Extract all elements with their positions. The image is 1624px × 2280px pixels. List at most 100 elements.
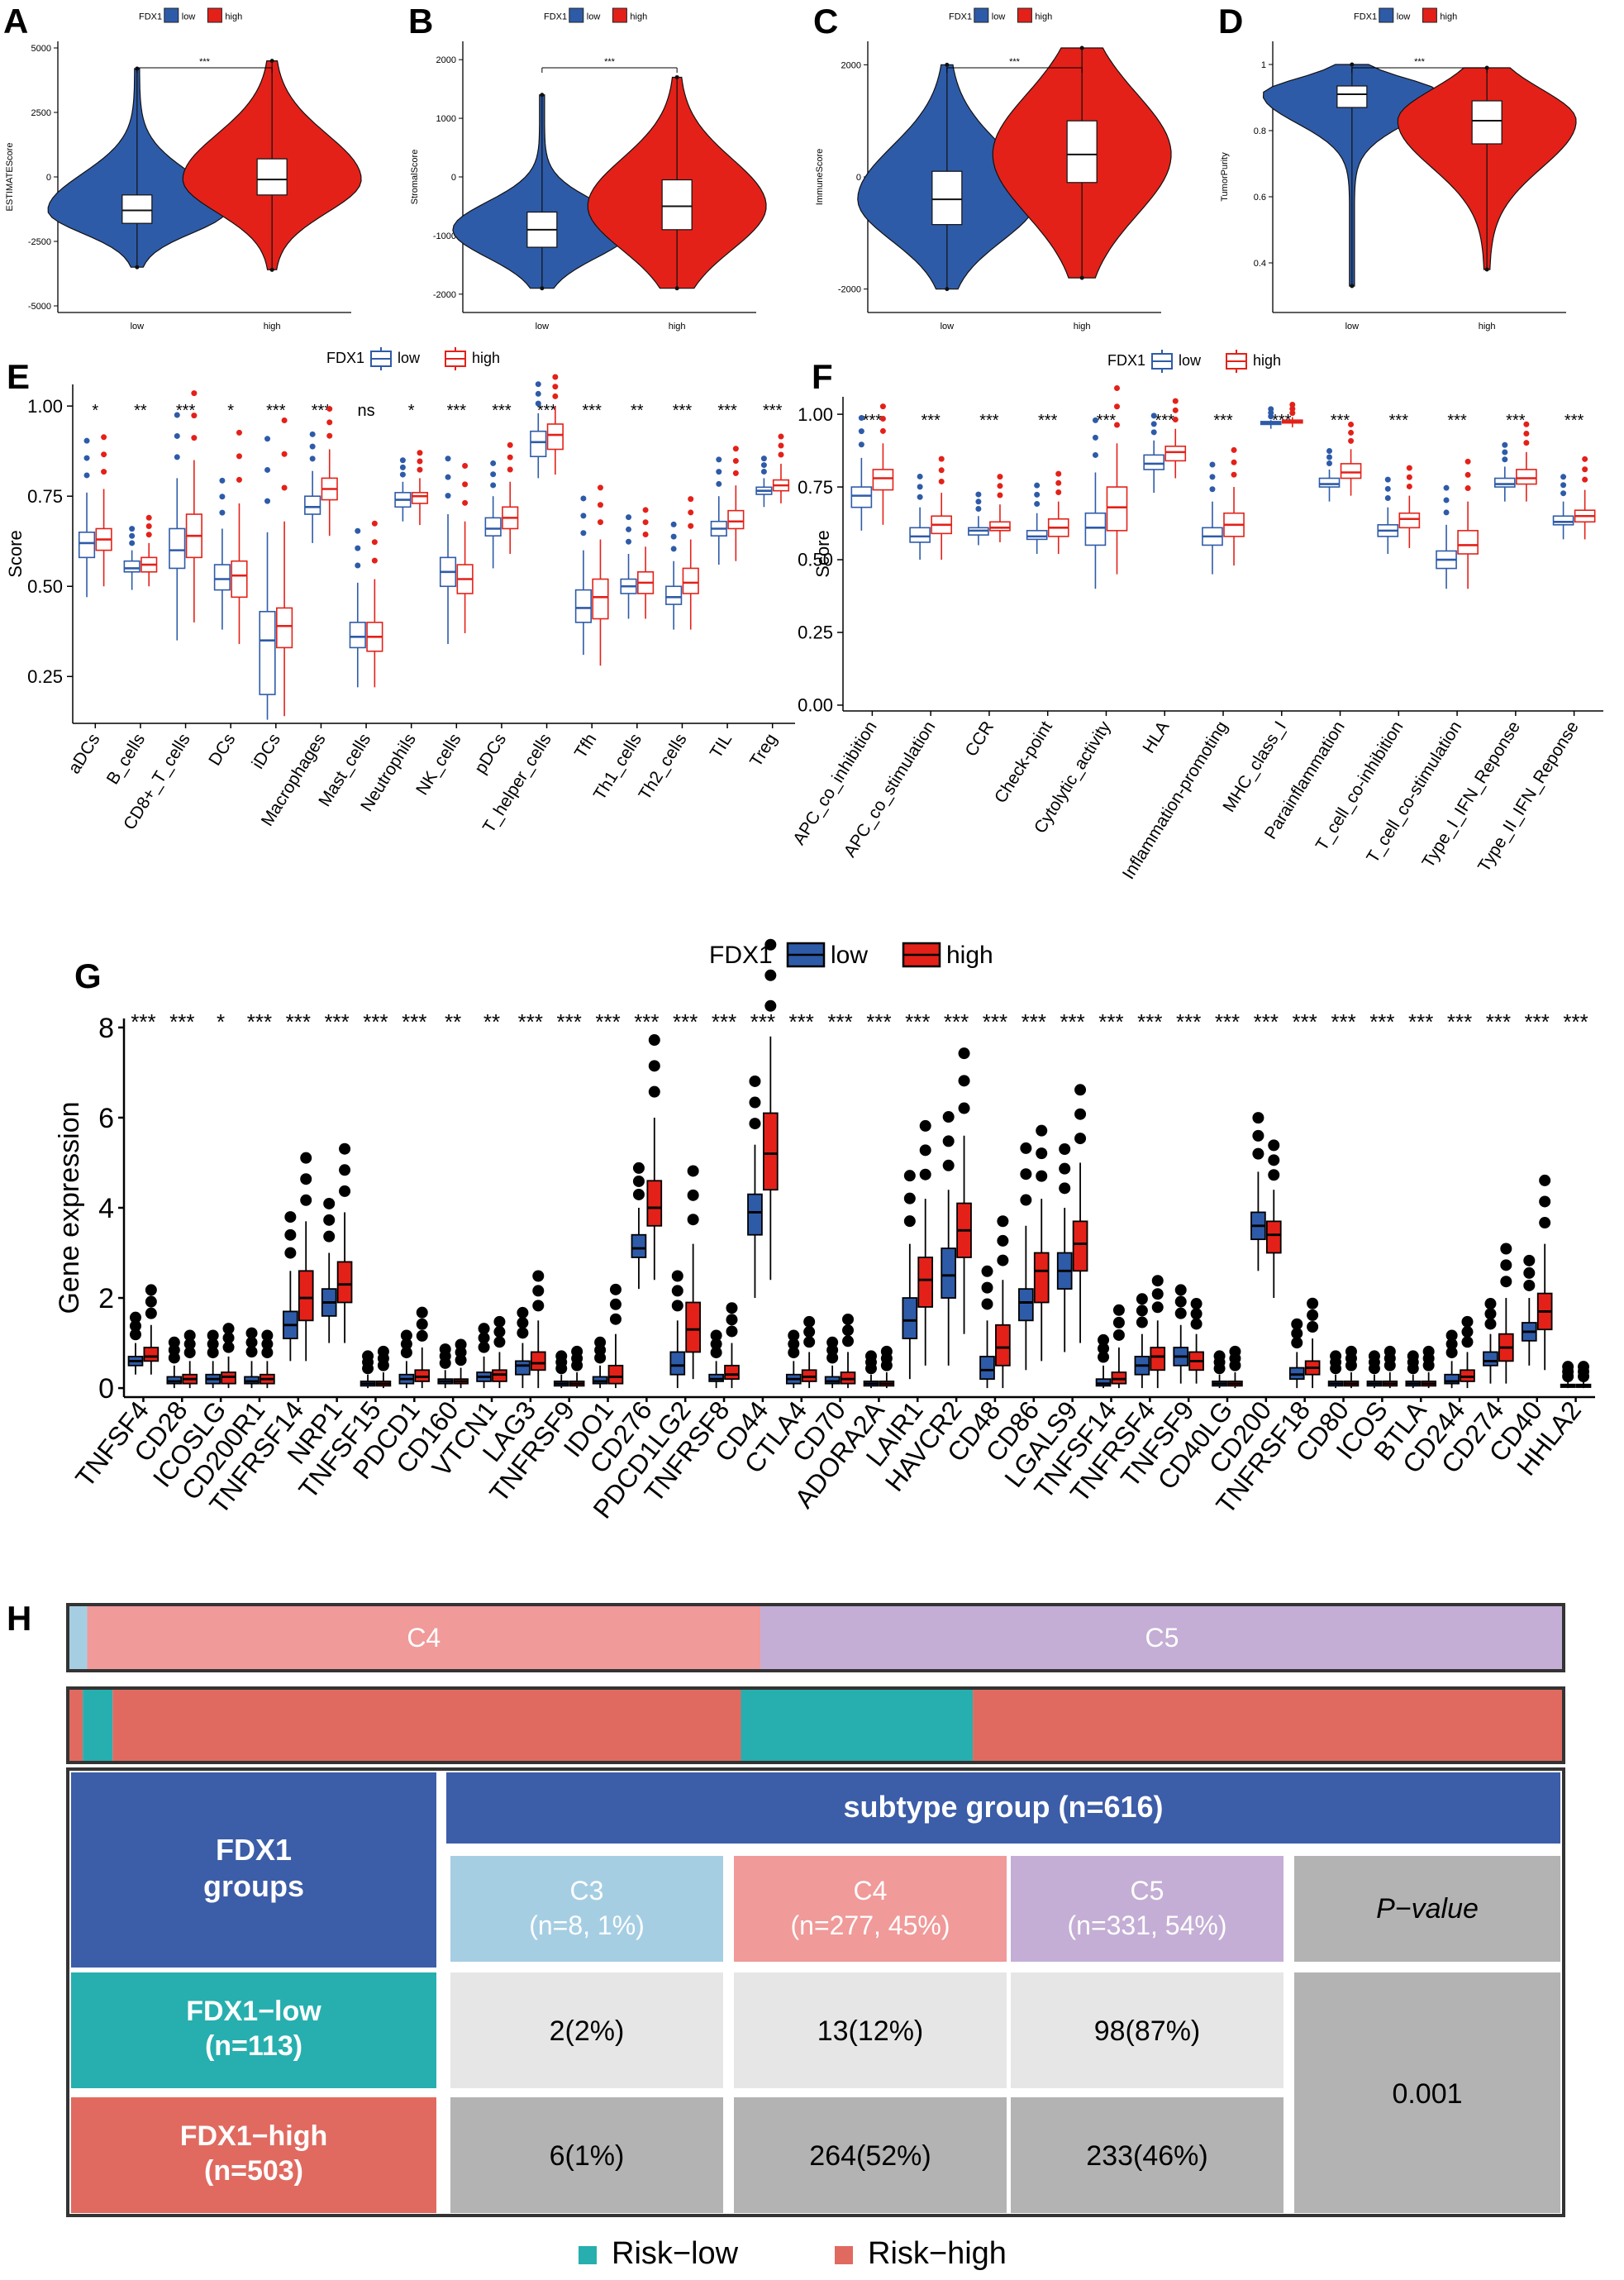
outlier-point (399, 457, 406, 464)
y-tick-label: 2 (98, 1283, 114, 1314)
row-label-text: (n=113) (205, 2030, 302, 2062)
outlier-point (371, 520, 378, 527)
outlier-point (445, 493, 451, 499)
outlier-point (264, 466, 271, 473)
outlier-point (1562, 1361, 1574, 1373)
outlier-point (632, 1161, 645, 1174)
outlier-point (1098, 1351, 1110, 1363)
row-label-cell (71, 1972, 436, 2088)
legend-label-high: high (630, 12, 647, 22)
significance-label: *** (863, 412, 883, 430)
outlier-point (326, 432, 333, 439)
legend-title: FDX1 (544, 12, 567, 22)
outlier-point (174, 412, 180, 418)
significance-label: ns (358, 402, 375, 420)
outlier-point (400, 1329, 412, 1342)
outlier-point (1136, 1293, 1148, 1305)
outlier-point (1523, 430, 1530, 436)
outlier-point (1326, 460, 1333, 466)
outlier-point (760, 462, 767, 469)
outlier-point (749, 1118, 761, 1130)
outlier-point (1307, 1297, 1319, 1309)
outlier-point (803, 1336, 816, 1348)
panel-label: E (7, 357, 30, 396)
box-high (1340, 463, 1362, 479)
outlier-point (1268, 1139, 1280, 1152)
outlier-point (1523, 1254, 1536, 1266)
outlier-point (284, 1247, 297, 1259)
box-high (607, 1364, 624, 1385)
outlier-point (493, 1315, 506, 1328)
outlier-point (300, 1152, 312, 1164)
x-tick-label: high (669, 322, 686, 332)
box-low (1018, 1288, 1034, 1322)
y-tick-label: 2000 (436, 55, 456, 65)
outlier-point (1209, 461, 1216, 468)
outlier-point (1112, 1328, 1125, 1341)
outlier-point (710, 1338, 722, 1350)
box-low (1143, 454, 1165, 470)
outlier-point (400, 1347, 412, 1359)
outlier-point (300, 1173, 312, 1185)
legend-label-high: high (472, 350, 500, 366)
outlier-point (945, 287, 950, 292)
y-tick-label: 1.00 (798, 404, 833, 425)
y-tick-label: 0.75 (798, 477, 833, 498)
outlier-point (975, 491, 982, 498)
outlier-point (1059, 1143, 1071, 1156)
significance-label: * (227, 402, 234, 420)
outlier-point (269, 267, 274, 272)
outlier-point (1020, 1194, 1032, 1206)
outlier-point (1289, 406, 1296, 413)
outlier-point (1098, 1343, 1110, 1355)
outlier-point (880, 1345, 893, 1357)
outlier-point (1464, 485, 1471, 492)
outlier-point (552, 374, 559, 380)
outlier-point (207, 1329, 219, 1342)
outlier-point (938, 478, 945, 484)
outlier-point (284, 1228, 297, 1241)
legend-label-low: low (587, 12, 601, 22)
pvalue-text: 0.001 (1392, 2078, 1462, 2110)
significance-label: *** (1272, 412, 1292, 430)
box-high (411, 492, 429, 504)
outlier-point (236, 476, 242, 483)
significance-label: *** (1213, 412, 1233, 430)
outlier-point (145, 532, 152, 538)
subtype-count: (n=277, 45%) (790, 1910, 950, 1940)
outlier-point (399, 471, 406, 478)
significance-label: *** (1447, 412, 1467, 430)
outlier-point (1464, 458, 1471, 465)
outlier-point (1291, 1327, 1303, 1339)
significance-label: *** (1137, 1009, 1162, 1034)
panel-a-estimate-violin: A FDX1 low high -5000 -2500 0 2500 5000 ESTIMATES… (3, 2, 362, 332)
outlier-point (1150, 421, 1157, 427)
subtype-bar-label: C4 (407, 1623, 441, 1653)
x-tick-label: high (264, 322, 281, 332)
subtype-header-c4 (734, 1856, 1007, 1962)
significance-label: * (92, 402, 98, 420)
outlier-point (1384, 495, 1391, 502)
outlier-point (938, 456, 945, 462)
outlier-point (997, 483, 1003, 489)
outlier-point (716, 480, 722, 487)
outlier-point (145, 1307, 157, 1319)
outlier-point (917, 473, 923, 479)
y-tick-label: 0.4 (1254, 259, 1266, 269)
outlier-point (1484, 1318, 1497, 1330)
outlier-point (1523, 421, 1530, 427)
risk-bar-border (66, 1686, 1565, 1764)
significance-label: *** (1098, 1009, 1123, 1034)
y-tick-label: 6 (98, 1103, 114, 1134)
box-high (1471, 100, 1503, 145)
outlier-point (1034, 501, 1041, 508)
outlier-point (1406, 483, 1412, 489)
y-tick-label: 0.00 (798, 695, 833, 716)
outlier-point (1113, 403, 1120, 410)
outlier-point (919, 1119, 931, 1132)
y-tick-label: -2000 (838, 285, 861, 295)
outlier-point (1150, 413, 1157, 419)
panel-d-purity-violin: D FDX1 low high 0.4 0.6 0.8 1 TumorPurity low high… (1218, 2, 1577, 332)
box-high (1106, 486, 1128, 532)
outlier-point (642, 531, 649, 537)
